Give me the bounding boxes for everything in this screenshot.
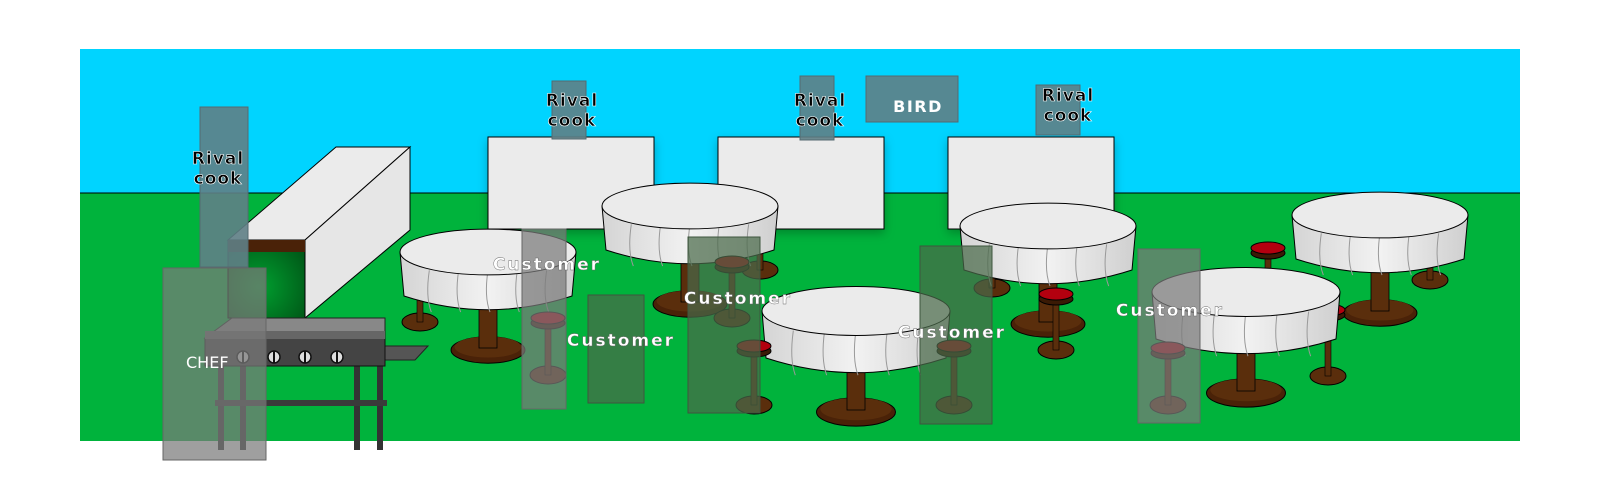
customer-label-1: Customer [493, 255, 601, 275]
svg-text:cook: cook [194, 169, 243, 189]
rival-cook-hitbox-3 [1035, 84, 1081, 136]
customer-label-5: Customer [1116, 301, 1224, 321]
rival-cook-hitbox-1 [551, 80, 587, 140]
rival-cook-label-2: Rival cook [794, 91, 846, 132]
svg-text:Rival: Rival [794, 91, 846, 111]
table-5 [761, 286, 951, 427]
svg-text:cook: cook [1044, 106, 1093, 126]
svg-text:Rival: Rival [1042, 86, 1094, 106]
customer-hitbox-2 [587, 294, 645, 404]
bird-label: BIRD [893, 97, 943, 116]
svg-text:cook: cook [548, 111, 597, 131]
stool-5 [1037, 287, 1075, 360]
rival-cook-label-1: Rival cook [546, 91, 598, 132]
rival-cook-label-3: Rival cook [1042, 86, 1094, 127]
chef-label: CHEF [186, 353, 229, 372]
rival-cook-hitbox-2 [799, 75, 835, 141]
customer-hitbox-3 [687, 236, 761, 414]
customer-label-2: Customer [567, 331, 675, 351]
bird-hitbox [865, 75, 959, 123]
rival-cook-label-left: Rival cook [192, 149, 244, 190]
customer-label-4: Customer [898, 323, 1006, 343]
customer-label-3: Customer [684, 289, 792, 309]
rival-cook-hitbox-left [199, 106, 249, 268]
svg-text:Rival: Rival [192, 149, 244, 169]
customer-hitbox-4 [919, 245, 993, 425]
chef-hitbox [162, 267, 267, 461]
svg-text:cook: cook [796, 111, 845, 131]
customer-hitbox-1 [521, 228, 567, 410]
svg-text:Rival: Rival [546, 91, 598, 111]
customer-hitbox-5 [1137, 248, 1201, 424]
table-4 [1291, 191, 1469, 327]
